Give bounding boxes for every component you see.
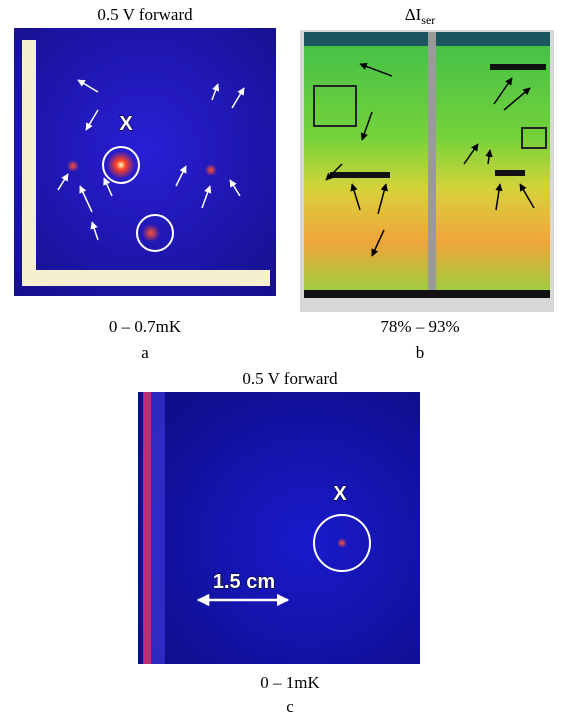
range: 78% – 93%	[380, 317, 459, 336]
range: 0 – 0.7mK	[109, 317, 182, 336]
hot-spot	[337, 538, 347, 548]
dark-region	[330, 172, 390, 178]
figure: 0.5 V forward X 0 – 0.7mK a ΔIser 78% – …	[0, 0, 566, 717]
range: 0 – 1mK	[260, 673, 320, 692]
marker: X	[333, 483, 347, 505]
scale-label: 1.5 cm	[213, 571, 275, 593]
divider	[428, 32, 436, 296]
edge-glow	[151, 392, 165, 664]
hot-spot	[67, 160, 79, 172]
dark-band	[304, 290, 550, 298]
dark-band	[304, 32, 550, 46]
thermogram-a: X	[14, 28, 276, 296]
panel-title: 0.5 V forward	[242, 369, 338, 388]
dark-region	[495, 170, 525, 176]
panel-title: ΔIser	[405, 5, 436, 27]
image	[304, 32, 550, 294]
hot-spot	[205, 164, 217, 176]
edge	[143, 392, 151, 664]
hot-spot	[107, 151, 135, 179]
image	[14, 28, 276, 296]
panel-label: a	[141, 343, 149, 362]
hot-spot	[142, 224, 160, 242]
title-sub: ser	[421, 13, 435, 27]
panel-label: c	[286, 697, 294, 716]
image	[138, 392, 420, 664]
dark-region	[490, 64, 546, 70]
marker: X	[119, 113, 133, 135]
panel-label: b	[416, 343, 425, 362]
title-main: ΔI	[405, 5, 422, 24]
image-b	[300, 30, 554, 312]
panel-title: 0.5 V forward	[97, 5, 193, 24]
thermogram-c: X 1.5 cm	[138, 392, 420, 664]
